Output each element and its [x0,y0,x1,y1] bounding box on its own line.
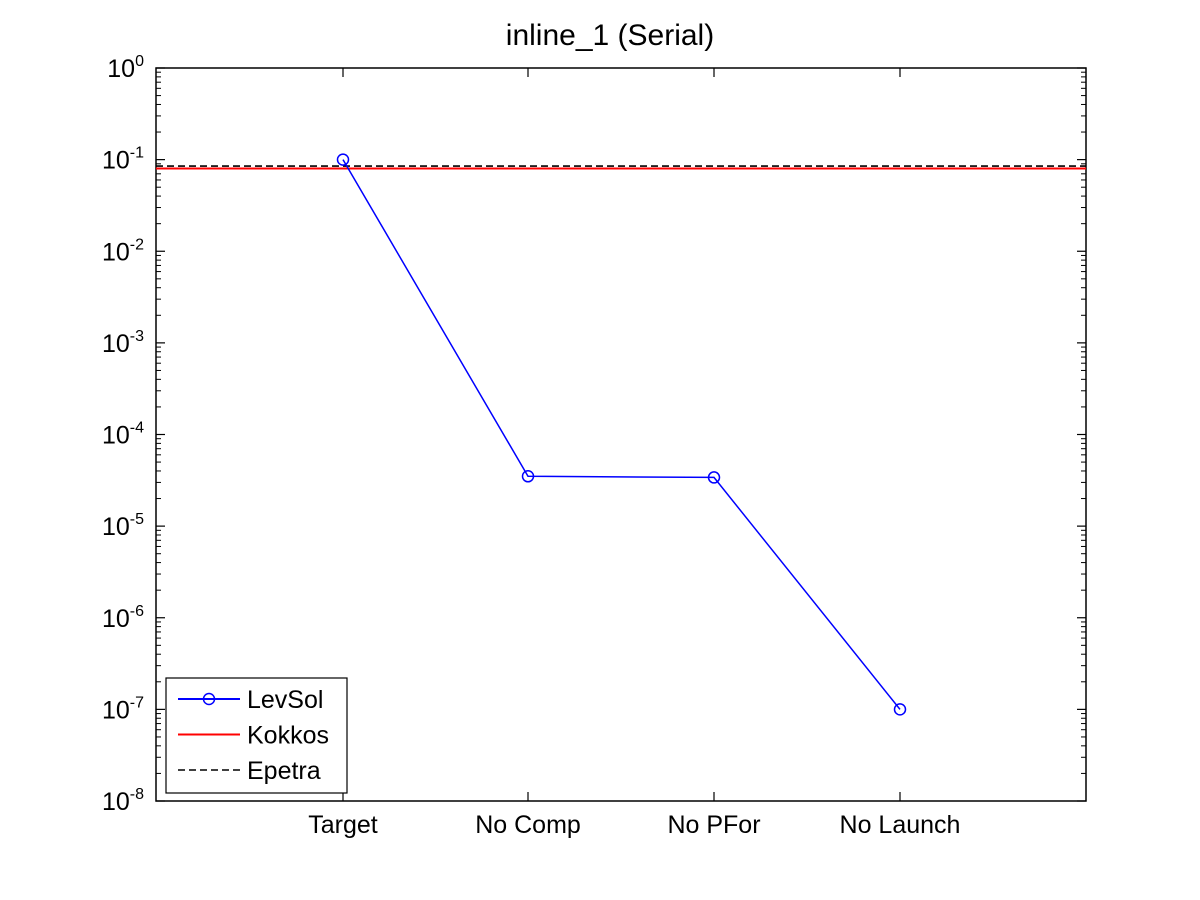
legend-label: LevSol [247,686,323,714]
y-tick-exponent: -6 [130,603,144,620]
y-tick-label: 10-6 [102,603,144,633]
x-tick-label: No PFor [667,811,760,839]
y-tick-base: 10 [107,55,135,83]
y-tick-label: 10-2 [102,236,144,266]
y-tick-exponent: -5 [130,511,144,528]
y-tick-base: 10 [102,696,130,724]
legend-label: Kokkos [247,722,329,750]
legend: LevSol Kokkos Epetra [165,677,348,794]
y-tick-label: 100 [107,53,144,83]
y-tick-label: 10-1 [102,145,144,175]
data-point [336,153,350,166]
data-point [893,703,907,716]
legend-label: Epetra [247,757,321,785]
series-layer [156,153,1086,716]
y-tick-base: 10 [102,422,130,450]
y-tick-base: 10 [102,238,130,266]
y-tick-base: 10 [102,513,130,541]
y-tick-exponent: -1 [130,145,144,162]
series-line-levsol [342,159,901,710]
y-tick-exponent: -3 [130,328,144,345]
y-tick-exponent: -2 [130,236,144,253]
y-tick-exponent: -4 [130,420,144,437]
y-tick-exponent: -7 [130,694,144,711]
y-tick-label: 10-3 [102,328,144,358]
legend-marker [202,692,216,706]
data-point [521,470,535,483]
y-tick-exponent: 0 [135,53,144,70]
y-tick-base: 10 [102,330,130,358]
y-tick-label: 10-4 [102,420,144,450]
y-tick-label: 10-5 [102,511,144,541]
x-axis: Target No Comp No PFor No Launch [308,68,960,839]
chart-title: inline_1 (Serial) [506,19,714,52]
y-tick-base: 10 [102,147,130,175]
data-point [707,471,721,484]
y-tick-base: 10 [102,605,130,633]
y-tick-exponent: -8 [130,786,144,803]
y-tick-base: 10 [102,788,130,816]
x-tick-label: No Comp [475,811,581,839]
y-tick-label: 10-8 [102,786,144,816]
x-tick-label: Target [308,811,378,839]
y-tick-label: 10-7 [102,694,144,724]
x-tick-label: No Launch [840,811,961,839]
